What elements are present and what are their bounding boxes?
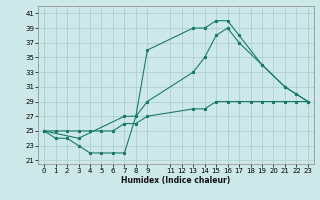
X-axis label: Humidex (Indice chaleur): Humidex (Indice chaleur) [121, 176, 231, 185]
